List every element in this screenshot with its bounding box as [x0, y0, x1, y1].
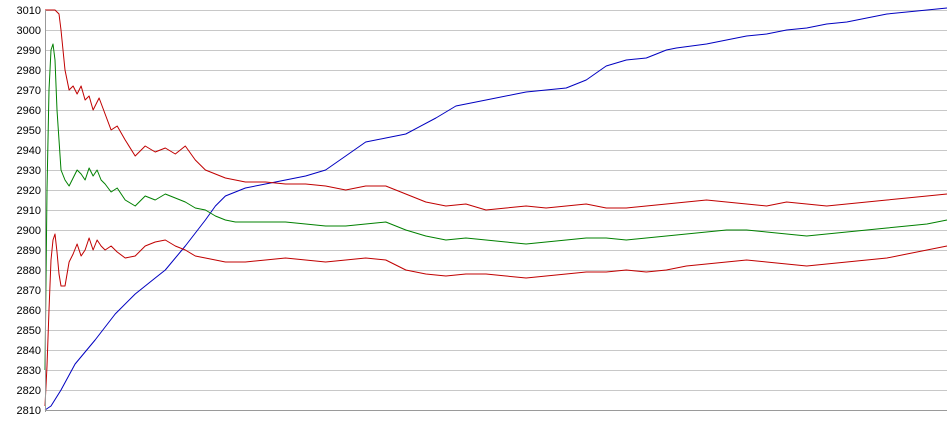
y-tick-label-2850: 2850 — [17, 325, 41, 337]
y-tick-label-2970: 2970 — [17, 85, 41, 97]
y-axis-tick-labels: 2810 2820 2830 2840 2850 2860 2870 2880 2890 2900… — [17, 5, 41, 417]
y-tick-label-2990: 2990 — [17, 45, 41, 57]
y-tick-label-2980: 2980 — [17, 65, 41, 77]
y-tick-label-2940: 2940 — [17, 145, 41, 157]
y-tick-label-2960: 2960 — [17, 105, 41, 117]
axes — [45, 10, 947, 412]
y-tick-label-2810: 2810 — [17, 405, 41, 417]
y-tick-label-3000: 3000 — [17, 25, 41, 37]
y-tick-label-2890: 2890 — [17, 245, 41, 257]
y-tick-label-2820: 2820 — [17, 385, 41, 397]
series-line-blue — [44, 7, 948, 411]
y-tick-label-2860: 2860 — [17, 305, 41, 317]
y-tick-label-2910: 2910 — [17, 205, 41, 217]
y-tick-label-2840: 2840 — [17, 345, 41, 357]
y-tick-label-2930: 2930 — [17, 165, 41, 177]
series-line-red-lower — [44, 233, 948, 407]
series-line-green — [44, 43, 948, 371]
series-lines — [44, 7, 948, 411]
y-tick-label-2900: 2900 — [17, 225, 41, 237]
y-tick-label-2950: 2950 — [17, 125, 41, 137]
series-line-red-upper — [45, 9, 948, 211]
y-tick-label-2920: 2920 — [17, 185, 41, 197]
y-tick-label-2870: 2870 — [17, 285, 41, 297]
y-tick-label-2830: 2830 — [17, 365, 41, 377]
y-tick-label-3010: 3010 — [17, 5, 41, 17]
grid-lines — [45, 10, 947, 411]
y-tick-label-2880: 2880 — [17, 265, 41, 277]
